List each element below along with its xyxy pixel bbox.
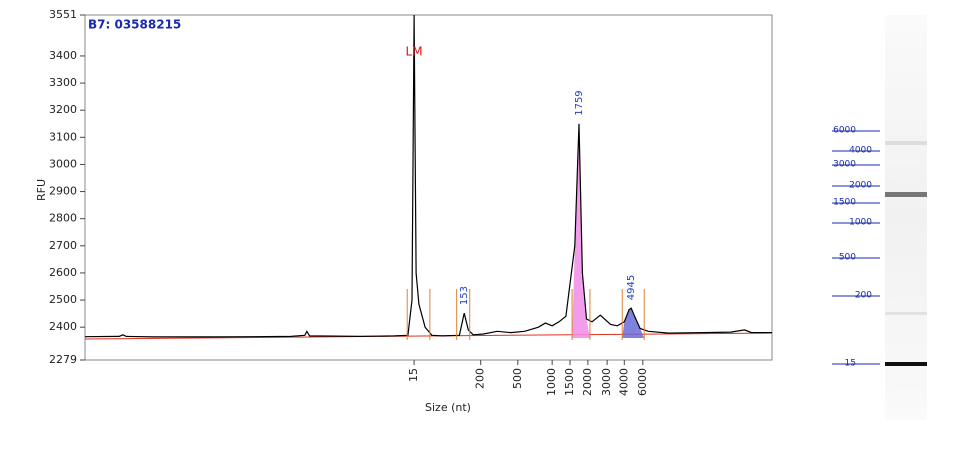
y-axis-label: RFU <box>35 179 48 201</box>
y-tick-label: 2500 <box>49 293 77 306</box>
x-tick-label: 1500 <box>563 368 576 396</box>
y-tick-label: 3551 <box>49 8 77 21</box>
y-tick-label: 2900 <box>49 185 77 198</box>
y-tick-label: 3200 <box>49 103 77 116</box>
x-tick-label: 6000 <box>636 368 649 396</box>
ladder-label: 15 <box>845 359 856 369</box>
y-tick-label: 2279 <box>49 353 77 366</box>
y-tick-label: 2700 <box>49 239 77 252</box>
ladder-label: 1000 <box>849 218 872 228</box>
y-tick-label: 3100 <box>49 130 77 143</box>
x-tick-label: 200 <box>474 368 487 389</box>
y-tick-label: 3000 <box>49 157 77 170</box>
x-tick-label: 3000 <box>600 368 613 396</box>
gel-band <box>885 141 927 145</box>
peak-label: 153 <box>459 286 470 305</box>
trace <box>84 14 772 338</box>
sample-title: B7: 03588215 <box>88 18 181 32</box>
baseline <box>84 332 773 340</box>
x-tick-label: 4000 <box>617 368 630 396</box>
ladder-label: 500 <box>839 253 856 263</box>
y-tick-label: 3300 <box>49 76 77 89</box>
ladder-label: 6000 <box>833 126 856 136</box>
plot-frame <box>84 14 773 361</box>
peak-label: 1759 <box>574 90 585 115</box>
x-tick-label: 1000 <box>545 368 558 396</box>
y-tick-label: 2800 <box>49 212 77 225</box>
peak-fill <box>622 308 645 338</box>
gel-band <box>885 192 927 197</box>
peak-label: LM <box>406 45 423 59</box>
x-axis-label: Size (nt) <box>425 401 471 414</box>
ladder-label: 3000 <box>833 160 856 170</box>
ladder-label: 2000 <box>849 181 872 191</box>
ladder-label: 200 <box>855 291 872 301</box>
ladder-label: 4000 <box>849 146 872 156</box>
gel-lane <box>885 15 927 420</box>
gel-band <box>885 362 927 366</box>
ladder-label: 1500 <box>833 198 856 208</box>
x-tick-label: 500 <box>511 368 524 389</box>
x-tick-label: 2000 <box>581 368 594 396</box>
y-tick-label: 2400 <box>49 320 77 333</box>
x-tick-label: 15 <box>407 368 420 382</box>
gel-band <box>885 312 927 315</box>
y-tick-label: 3400 <box>49 49 77 62</box>
peak-label: 4945 <box>626 275 637 300</box>
y-tick-label: 2600 <box>49 266 77 279</box>
